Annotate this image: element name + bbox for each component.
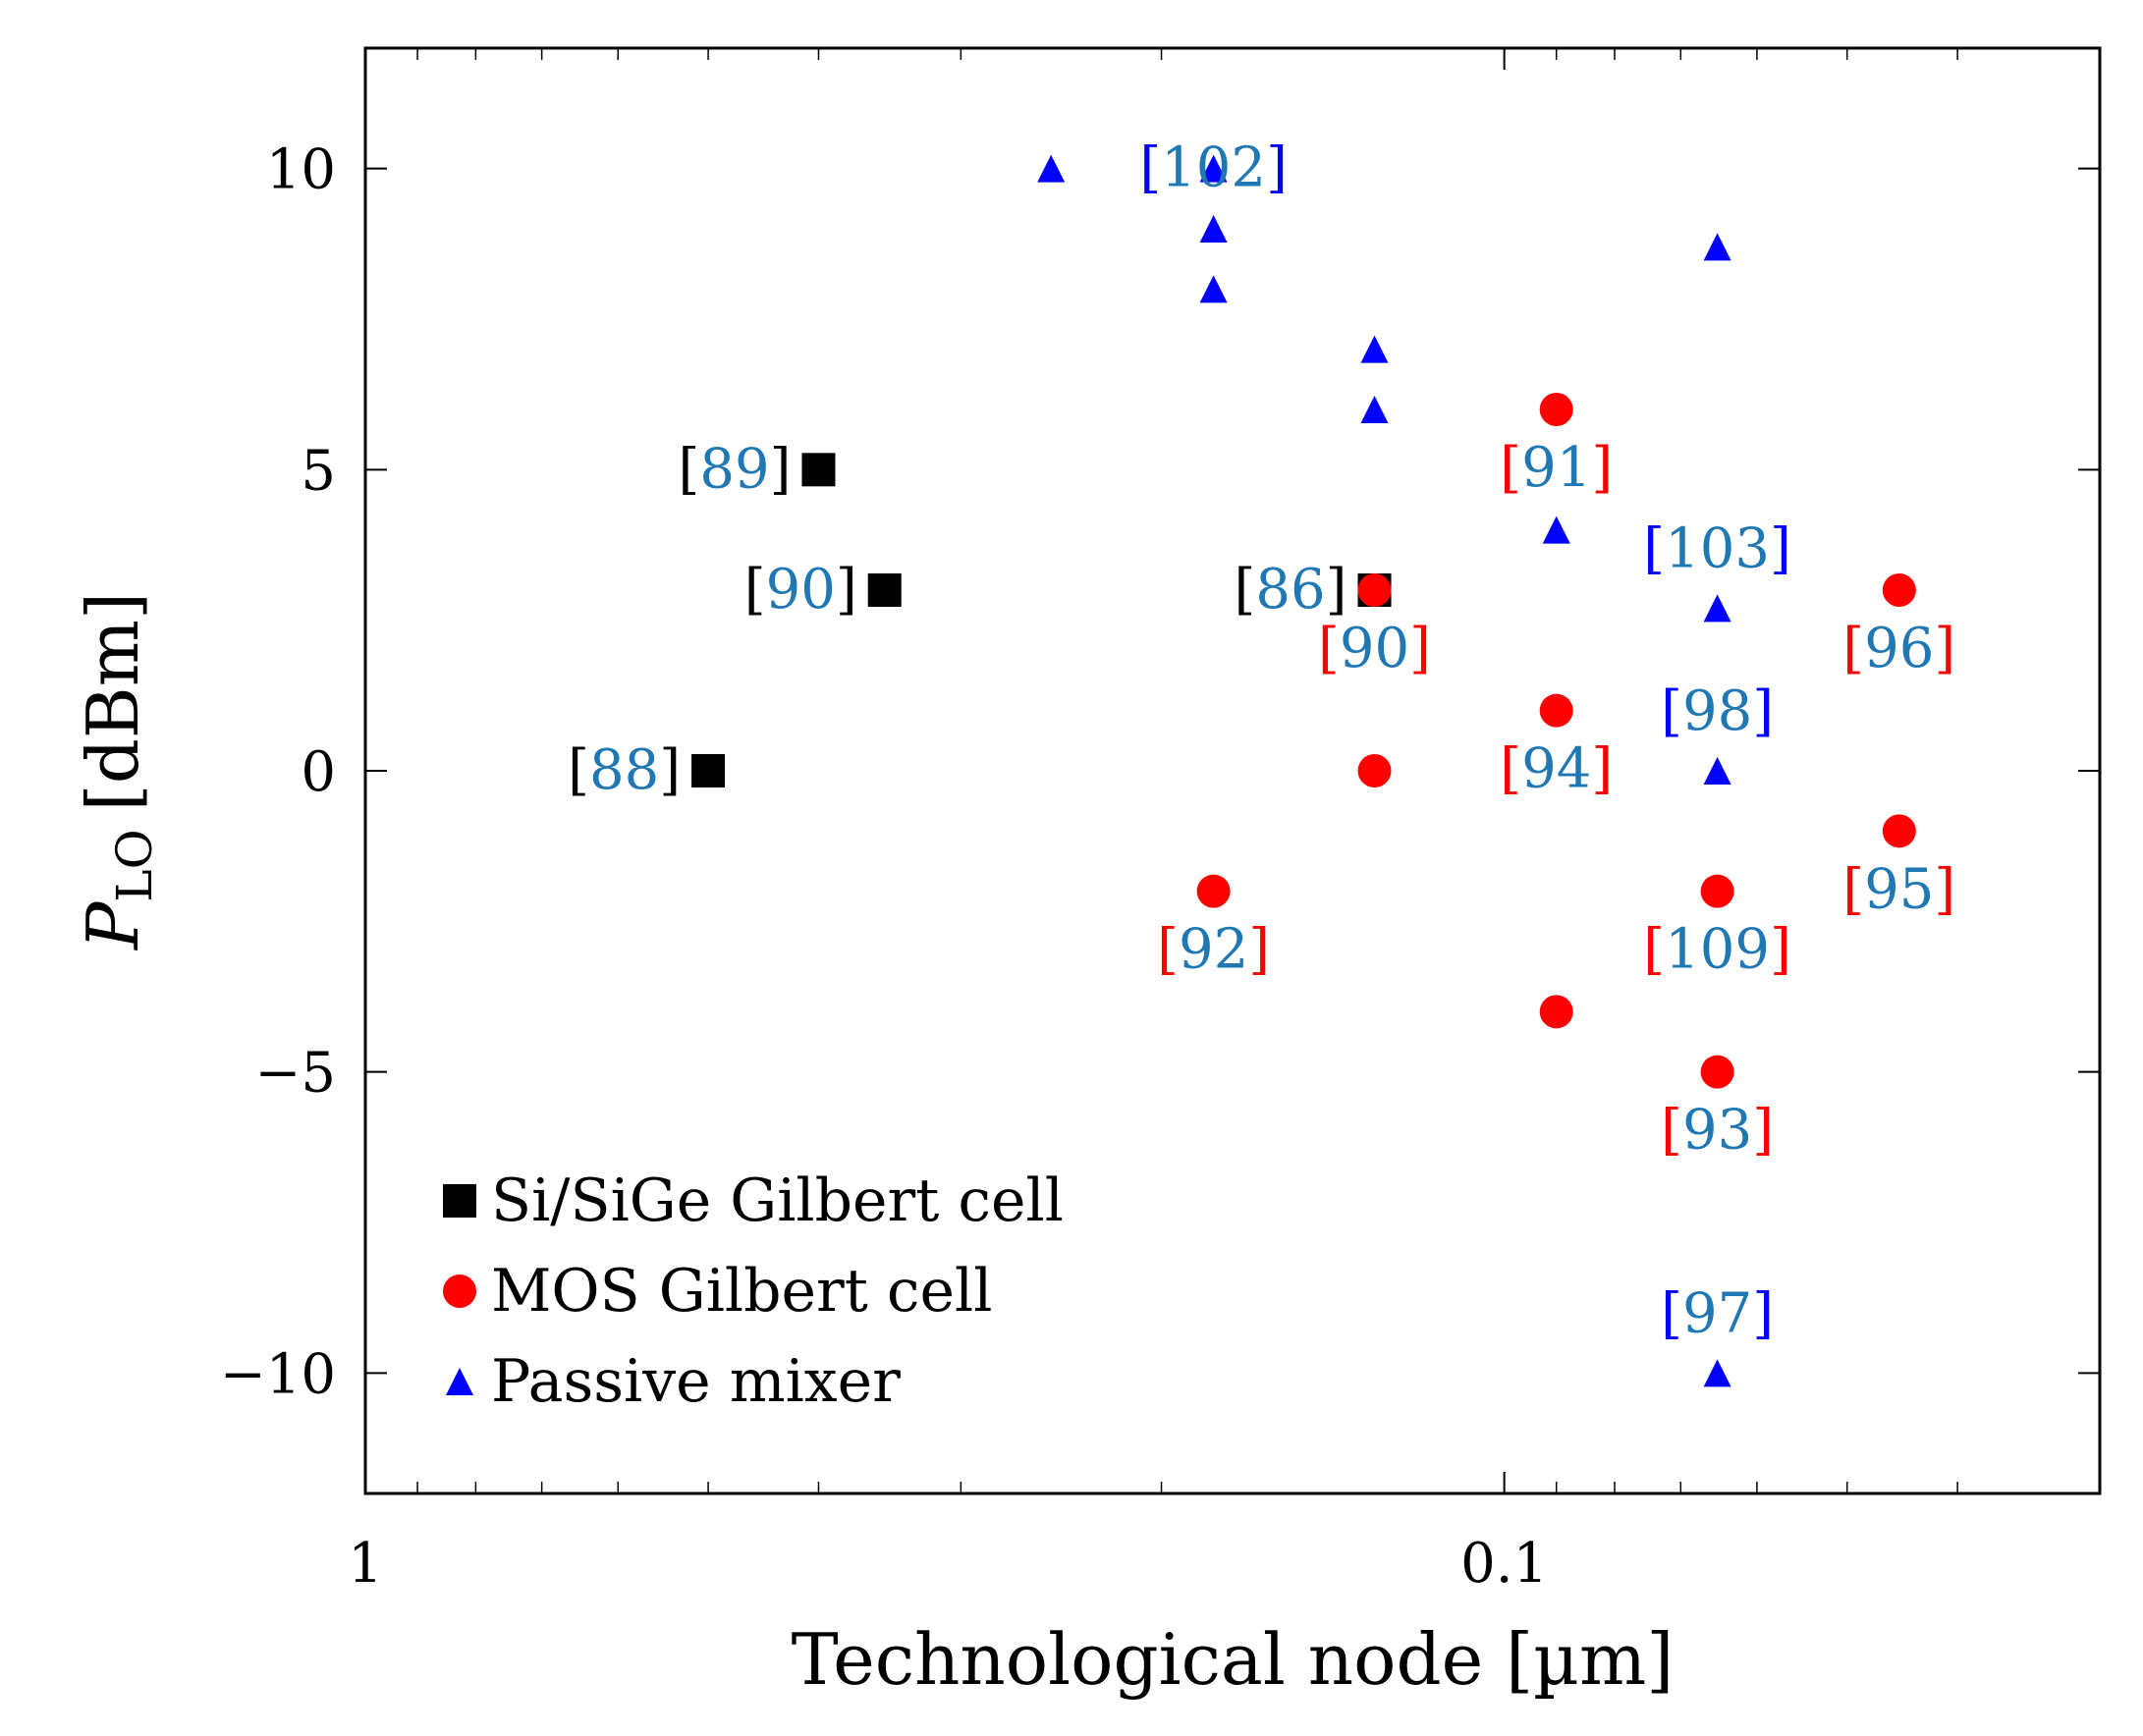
- triangle-point: [1037, 154, 1066, 183]
- axis-tick-labels: 1 0.1 10 5 0 −5 −10: [220, 138, 1548, 1596]
- data-label: [86]: [1235, 558, 1347, 622]
- circle-point: [1700, 874, 1734, 908]
- data-marks: [691, 154, 1916, 1387]
- y-tick-label: 10: [266, 138, 336, 202]
- circle-point: [1539, 393, 1573, 426]
- x-axis-label: Technological node [µm]: [792, 1618, 1675, 1701]
- data-label: [88]: [568, 738, 681, 802]
- legend-label: Si/SiGe Gilbert cell: [491, 1166, 1064, 1235]
- data-label: [109]: [1643, 918, 1791, 982]
- circle-point: [1539, 693, 1573, 728]
- x-tick-label: 1: [348, 1532, 383, 1596]
- data-label: [89]: [678, 437, 791, 501]
- square-point: [691, 754, 726, 787]
- triangle-point: [1703, 594, 1731, 623]
- data-label: [94]: [1500, 737, 1613, 801]
- axis-ticks: [364, 48, 2100, 1493]
- data-label: [102]: [1139, 136, 1288, 200]
- triangle-point: [1199, 215, 1228, 243]
- y-axis-label-sub: LO: [106, 829, 163, 901]
- circle-point: [1882, 814, 1916, 848]
- data-label: [97]: [1661, 1281, 1774, 1345]
- circle-point: [1357, 754, 1392, 787]
- square-point: [801, 453, 836, 487]
- legend-marker-circle: [443, 1275, 476, 1308]
- triangle-point: [1703, 757, 1731, 785]
- data-label: [95]: [1842, 857, 1955, 921]
- triangle-point: [1199, 154, 1228, 183]
- legend: Si/SiGe Gilbert cell MOS Gilbert cell Pass…: [443, 1166, 1064, 1416]
- triangle-point: [1199, 275, 1228, 303]
- circle-point: [1357, 573, 1392, 607]
- triangle-point: [1703, 1359, 1731, 1387]
- circle-point: [1539, 995, 1573, 1029]
- data-label: [93]: [1661, 1099, 1774, 1163]
- y-tick-label: 0: [301, 740, 336, 804]
- y-axis-label-unit: [dBm]: [72, 592, 154, 811]
- legend-label: Passive mixer: [491, 1347, 901, 1416]
- y-tick-label: −5: [254, 1042, 336, 1106]
- y-tick-label: 5: [301, 439, 336, 503]
- triangle-point: [1542, 515, 1570, 544]
- x-tick-label: 0.1: [1460, 1532, 1548, 1596]
- legend-marker-triangle: [446, 1368, 473, 1395]
- data-label: [92]: [1157, 918, 1270, 982]
- triangle-point: [1360, 396, 1389, 423]
- data-label: [98]: [1661, 679, 1774, 743]
- square-point: [867, 573, 902, 607]
- legend-label: MOS Gilbert cell: [491, 1257, 992, 1326]
- data-label: [90]: [1318, 617, 1431, 680]
- y-axis-label-main: P: [72, 900, 154, 951]
- data-label: [91]: [1500, 436, 1613, 500]
- circle-point: [1196, 874, 1231, 908]
- triangle-point: [1703, 233, 1731, 261]
- circle-point: [1700, 1055, 1734, 1089]
- legend-marker-square: [443, 1184, 476, 1218]
- data-label: [96]: [1842, 617, 1955, 680]
- triangle-point: [1360, 335, 1389, 363]
- y-tick-label: −10: [220, 1342, 336, 1406]
- circle-point: [1882, 573, 1916, 607]
- data-labels: [88][89][90] [86][90][92][91][94][109][93…: [568, 136, 1955, 1346]
- data-label: [103]: [1643, 516, 1791, 580]
- y-axis-label: PLO [dBm]: [72, 592, 163, 951]
- data-label: [90]: [744, 558, 857, 622]
